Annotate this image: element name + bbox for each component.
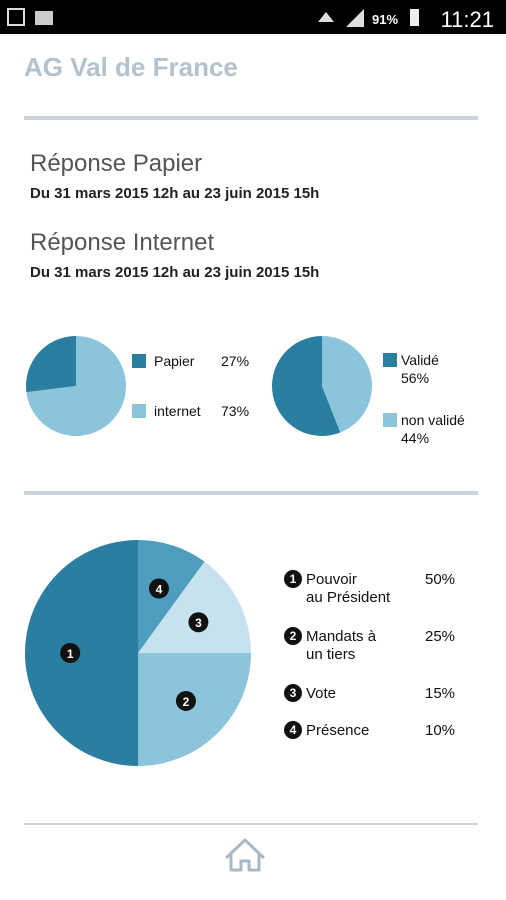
divider (24, 491, 478, 495)
battery-percent: 91% (372, 12, 398, 27)
battery-icon (410, 9, 419, 26)
clock: 11:21 (441, 7, 494, 32)
divider (24, 116, 478, 120)
legend-label: Validé (401, 352, 439, 368)
pie-slice (26, 336, 126, 436)
section-dates: Du 31 mars 2015 12h au 23 juin 2015 15h (30, 264, 319, 281)
legend-swatch (383, 413, 397, 427)
pie-slice (322, 336, 372, 433)
legend-value: 44% (401, 430, 430, 446)
slice-marker-label: 3 (195, 616, 202, 630)
section-title: Réponse Papier (30, 150, 202, 177)
slice-marker (60, 643, 81, 663)
pie-slice (25, 336, 76, 393)
status-icon (7, 8, 25, 26)
app-title: AG Val de France (24, 52, 238, 82)
slice-marker (188, 612, 209, 633)
home-button[interactable] (224, 838, 266, 872)
section-dates: Du 31 mars 2015 12h au 23 juin 2015 15h (30, 185, 319, 202)
legend-marker: 2 (284, 627, 302, 645)
legend-label: non validé (401, 412, 465, 428)
signal-icon (346, 9, 364, 27)
pie-slice (138, 561, 251, 653)
legend-label: internet (154, 403, 201, 419)
legend-value: 27% (221, 353, 250, 369)
section-title: Réponse Internet (30, 229, 214, 256)
legend-value: 15% (425, 685, 456, 702)
wifi-icon (318, 12, 334, 22)
slice-marker (175, 690, 196, 711)
slice-marker-label: 4 (156, 583, 163, 597)
legend-label: Vote (306, 685, 337, 702)
legend-label: Pouvoir au Président (306, 571, 391, 606)
legend-label: Mandats à un tiers (306, 628, 377, 663)
legend-swatch (383, 353, 397, 367)
legend-label: Papier (154, 353, 195, 369)
status-bar (0, 0, 506, 34)
legend-marker: 3 (284, 684, 302, 702)
pie-slice (25, 540, 138, 766)
pie-slice (272, 336, 341, 436)
legend-swatch (132, 404, 146, 418)
legend-value: 10% (425, 722, 456, 739)
legend-value: 25% (425, 628, 456, 645)
status-icon (35, 11, 53, 25)
divider (24, 823, 478, 825)
slice-marker-label: 1 (67, 647, 74, 661)
legend-marker: 1 (284, 570, 302, 588)
legend-value: 73% (221, 403, 250, 419)
slice-marker-label: 2 (183, 695, 190, 709)
pie-slice (138, 653, 251, 766)
legend-label: Présence (306, 722, 370, 739)
legend-value: 50% (425, 571, 456, 588)
legend-swatch (132, 354, 146, 368)
slice-marker (148, 578, 169, 599)
pie-slice (138, 540, 205, 653)
legend-marker: 4 (284, 721, 302, 739)
legend-value: 56% (401, 370, 430, 386)
